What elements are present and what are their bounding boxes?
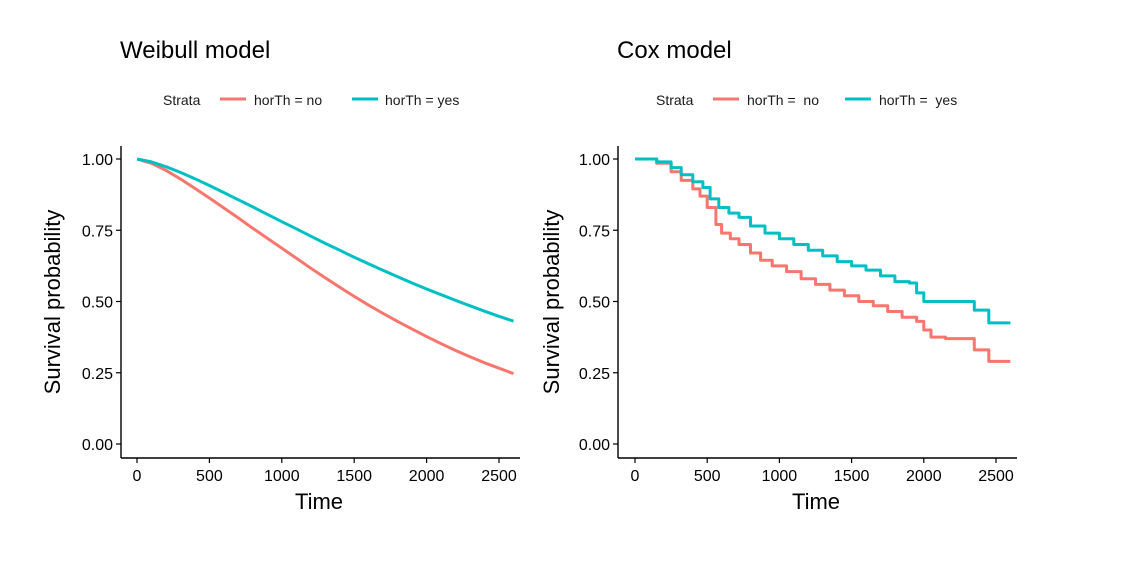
y-tick-label: 0.75 <box>82 223 113 240</box>
x-axis-label: Time <box>295 489 343 514</box>
y-tick-label: 0.00 <box>82 437 113 454</box>
x-tick-label: 2000 <box>906 468 942 485</box>
legend: Strata horTh = no horTh = yes <box>163 92 459 108</box>
plot-area: 0.00 0.25 0.50 0.75 1.00 0 500 1000 1500 2000 2500 <box>82 146 520 485</box>
y-tick-label: 0.00 <box>579 437 610 454</box>
series-line-no <box>136 157 515 376</box>
y-axis-label: Survival probability <box>40 210 65 395</box>
x-axis-label: Time <box>792 489 840 514</box>
y-tick-label: 0.50 <box>82 295 113 312</box>
x-tick-label: 500 <box>694 468 721 485</box>
y-tick-label: 0.25 <box>579 366 610 383</box>
x-tick-label: 1000 <box>762 468 798 485</box>
panel-title: Weibull model <box>120 37 270 64</box>
x-tick-label: 1000 <box>264 468 300 485</box>
y-tick-label: 1.00 <box>82 152 113 169</box>
series-line-yes <box>136 157 514 323</box>
series-line-yes <box>635 157 1011 325</box>
legend-title: Strata <box>656 92 694 108</box>
plot-area: 0.00 0.25 0.50 0.75 1.00 0 500 1000 1500 2000 2500 <box>579 146 1017 485</box>
x-tick-label: 1500 <box>834 468 870 485</box>
panel-weibull: Weibull model Strata horTh = no horTh = … <box>40 37 520 514</box>
y-tick-label: 0.25 <box>82 366 113 383</box>
legend-label-yes: horTh = yes <box>879 92 957 108</box>
legend-title: Strata <box>163 92 201 108</box>
legend-label-yes: horTh = yes <box>385 92 459 108</box>
x-tick-label: 2500 <box>978 468 1014 485</box>
legend-label-no: horTh = no <box>254 92 322 108</box>
y-tick-label: 0.50 <box>579 295 610 312</box>
y-tick-label: 0.75 <box>579 223 610 240</box>
legend-label-no: horTh = no <box>747 92 819 108</box>
x-tick-label: 500 <box>196 468 223 485</box>
series-line-no <box>635 157 1011 363</box>
x-tick-label: 0 <box>631 468 640 485</box>
x-tick-label: 2000 <box>409 468 445 485</box>
panel-cox: Cox model Strata horTh = no horTh = yes … <box>539 37 1017 514</box>
y-axis-label: Survival probability <box>539 210 564 395</box>
x-tick-label: 0 <box>133 468 142 485</box>
y-tick-label: 1.00 <box>579 152 610 169</box>
x-tick-label: 2500 <box>481 468 517 485</box>
x-tick-label: 1500 <box>336 468 372 485</box>
legend: Strata horTh = no horTh = yes <box>656 92 957 108</box>
panel-title: Cox model <box>617 37 732 64</box>
